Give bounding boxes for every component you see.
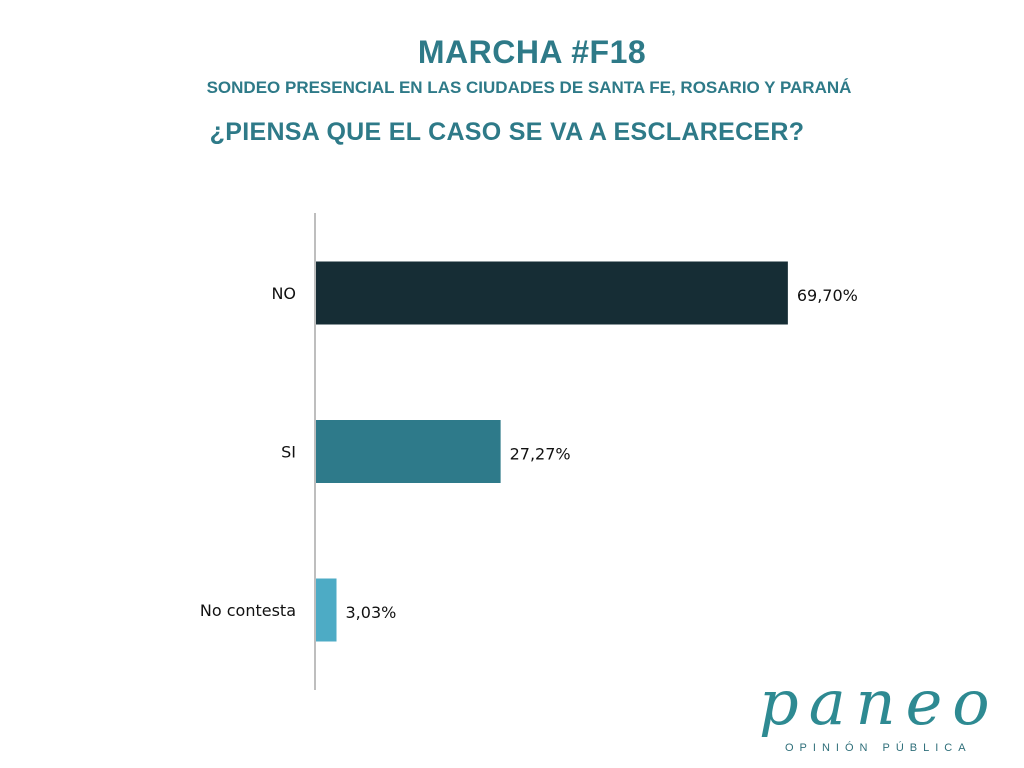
bar-no-contesta [316, 578, 337, 642]
survey-question: ¿PIENSA QUE EL CASO SE VA A ESCLARECER? [209, 118, 805, 146]
logo-wordmark: paneo [759, 666, 1000, 739]
bar-si [316, 420, 501, 483]
value-label-no: 69,70% [797, 286, 858, 305]
page-title: MARCHA #F18 [417, 34, 647, 70]
page-subtitle: SONDEO PRESENCIAL EN LAS CIUDADES DE SAN… [206, 78, 852, 97]
category-label-no: NO [271, 284, 296, 303]
bar-no [316, 261, 788, 325]
paneo-logo: paneo OPINIÓN PÚBLICA [755, 668, 1015, 758]
category-label-si: SI [281, 443, 296, 462]
value-label-no-contesta: 3,03% [346, 603, 397, 622]
bars-group: NO 69,70% SI 27,27% No contesta 3,03% [200, 261, 858, 642]
value-label-si: 27,27% [510, 445, 571, 464]
logo-tagline: OPINIÓN PÚBLICA [785, 742, 972, 754]
category-label-no-contesta: No contesta [200, 601, 296, 620]
